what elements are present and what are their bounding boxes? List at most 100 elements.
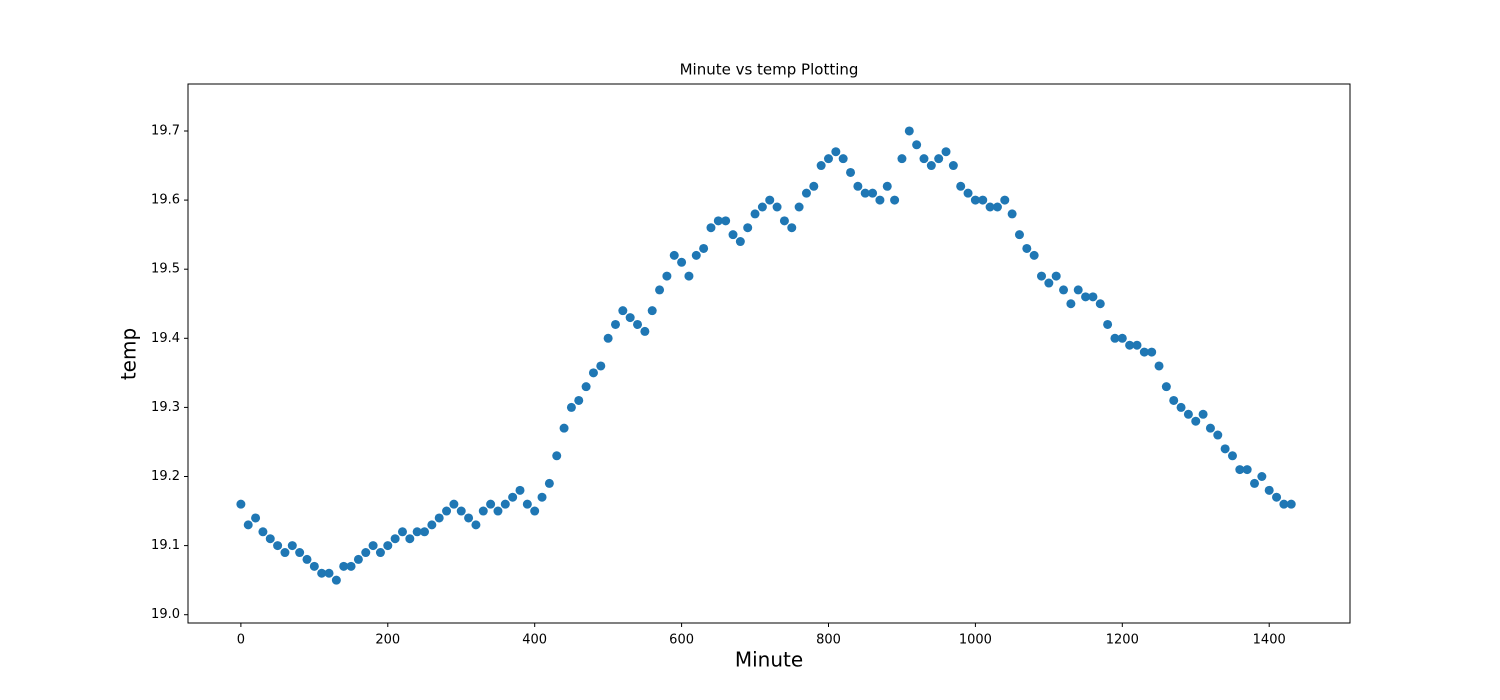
point: [794, 202, 804, 212]
point: [618, 306, 628, 316]
point: [1110, 333, 1120, 343]
point: [500, 499, 510, 509]
point: [1191, 416, 1201, 426]
point: [302, 554, 312, 564]
point: [243, 520, 253, 530]
x-tick-label: 1200: [1106, 633, 1139, 648]
point: [1022, 243, 1032, 253]
point: [875, 195, 885, 205]
point: [420, 527, 430, 537]
point: [699, 243, 709, 253]
point: [765, 195, 775, 205]
x-tick-label: 200: [375, 633, 400, 648]
point: [486, 499, 496, 509]
point: [640, 326, 650, 336]
point: [1044, 278, 1054, 288]
point: [779, 216, 789, 226]
point: [471, 520, 481, 530]
point: [588, 368, 598, 378]
point: [559, 423, 569, 433]
point: [552, 451, 562, 461]
y-tick-label: 19.6: [151, 193, 180, 208]
point: [890, 195, 900, 205]
point: [515, 485, 525, 495]
point: [684, 271, 694, 281]
point: [287, 541, 297, 551]
point: [1235, 465, 1245, 475]
point: [1250, 478, 1260, 488]
point: [1213, 430, 1223, 440]
point: [1125, 340, 1135, 350]
point: [339, 561, 349, 571]
y-tick-label: 19.5: [151, 262, 180, 277]
point: [868, 188, 878, 198]
point: [1161, 382, 1171, 392]
x-tick-label: 600: [669, 633, 694, 648]
point: [1139, 347, 1149, 357]
point: [1279, 499, 1289, 509]
point: [1242, 465, 1252, 475]
point: [603, 333, 613, 343]
x-tick-label: 1000: [959, 633, 992, 648]
point: [970, 195, 980, 205]
point: [750, 209, 760, 219]
point: [427, 520, 437, 530]
point: [581, 382, 591, 392]
point: [647, 306, 657, 316]
point: [1227, 451, 1237, 461]
point: [1081, 292, 1091, 302]
point: [236, 499, 246, 509]
point: [831, 147, 841, 157]
y-tick-label: 19.3: [151, 400, 180, 415]
y-tick-label: 19.7: [151, 123, 180, 138]
point: [493, 506, 503, 516]
y-axis-label: temp: [117, 328, 141, 380]
point: [934, 154, 944, 164]
point: [1095, 299, 1105, 309]
point: [948, 161, 958, 171]
point: [787, 223, 797, 233]
point: [405, 534, 415, 544]
x-axis-label: Minute: [735, 648, 803, 672]
point: [904, 126, 914, 136]
point: [882, 181, 892, 191]
point: [801, 188, 811, 198]
point: [368, 541, 378, 551]
point: [1066, 299, 1076, 309]
point: [691, 250, 701, 260]
point: [1007, 209, 1017, 219]
point: [743, 223, 753, 233]
point: [537, 492, 547, 502]
point: [530, 506, 540, 516]
point: [295, 548, 305, 558]
point: [912, 140, 922, 150]
point: [1154, 361, 1164, 371]
point: [846, 167, 856, 177]
point: [838, 154, 848, 164]
point: [860, 188, 870, 198]
point: [669, 250, 679, 260]
point: [273, 541, 283, 551]
point: [434, 513, 444, 523]
point: [566, 402, 576, 412]
point: [1037, 271, 1047, 281]
point: [926, 161, 936, 171]
point: [1029, 250, 1039, 260]
point: [897, 154, 907, 164]
point: [265, 534, 275, 544]
point: [375, 548, 385, 558]
point: [1169, 395, 1179, 405]
point: [985, 202, 995, 212]
x-tick-label: 1400: [1253, 633, 1286, 648]
point: [1176, 402, 1186, 412]
point: [1132, 340, 1142, 350]
x-tick-label: 0: [237, 633, 245, 648]
point: [449, 499, 459, 509]
point: [1088, 292, 1098, 302]
point: [397, 527, 407, 537]
point: [1103, 319, 1113, 329]
point: [346, 561, 356, 571]
point: [383, 541, 393, 551]
